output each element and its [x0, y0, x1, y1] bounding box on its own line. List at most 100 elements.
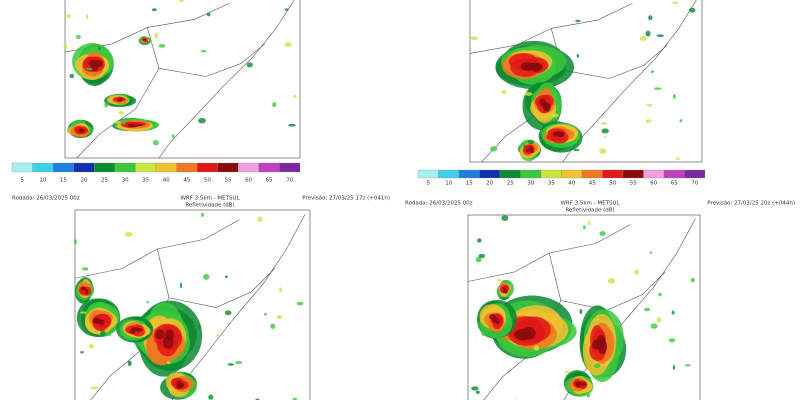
echo	[177, 382, 185, 388]
coastline	[158, 0, 295, 159]
echo	[527, 139, 535, 145]
echo	[208, 394, 214, 400]
colorbar-cell	[458, 169, 480, 179]
echo	[672, 365, 676, 370]
echo	[671, 310, 675, 315]
border-line	[76, 27, 160, 159]
model-label: WRF 3.5km - METSUL	[560, 201, 620, 207]
echo	[688, 7, 696, 13]
echo	[477, 238, 482, 243]
colorbar-label: 25	[101, 178, 108, 184]
echo	[586, 393, 591, 398]
echo	[179, 282, 183, 289]
colorbar-cell	[238, 162, 260, 173]
colorbar-cell	[258, 162, 280, 173]
radar-echoes	[63, 0, 297, 146]
echo	[98, 46, 101, 51]
colorbar-label: 40	[163, 178, 170, 184]
colorbar-label: 50	[204, 178, 211, 184]
colorbar-label: 30	[122, 178, 129, 184]
echo	[475, 256, 482, 263]
colorbar-cell	[663, 169, 685, 179]
colorbar-cell	[135, 162, 157, 173]
field-label: Refletividade (dB)	[565, 208, 614, 214]
echo	[86, 14, 89, 20]
echo	[75, 34, 81, 39]
echo	[293, 95, 297, 98]
echo	[525, 63, 542, 70]
colorbar-label: 60	[650, 181, 657, 187]
map-panel	[469, 0, 703, 163]
echo	[645, 119, 652, 123]
echo	[576, 383, 581, 388]
echo	[575, 19, 581, 23]
echo	[579, 381, 587, 386]
field-label: Refletividade (dB)	[185, 203, 234, 209]
echo	[200, 50, 207, 53]
colorbar-label: 45	[589, 181, 596, 187]
echo	[134, 327, 143, 332]
colorbar-cell	[32, 162, 54, 173]
echo	[122, 120, 126, 125]
colorbar-cell	[417, 169, 439, 179]
echo	[650, 323, 658, 329]
echo	[579, 309, 583, 315]
colorbar-cell	[643, 169, 665, 179]
colorbar-cell	[94, 162, 116, 173]
colorbar-cell	[602, 169, 624, 179]
echo	[556, 132, 564, 137]
echo	[270, 323, 276, 329]
echo	[525, 119, 529, 123]
echo	[158, 44, 166, 48]
echo	[114, 120, 121, 124]
radar-echoes	[470, 1, 696, 162]
echo	[649, 251, 653, 254]
colorbar-label: 35	[142, 178, 149, 184]
echo	[198, 117, 206, 124]
colorbar-label: 45	[183, 178, 190, 184]
colorbar-cell	[11, 162, 33, 173]
echo	[478, 253, 486, 259]
border-line	[562, 44, 668, 79]
echo	[129, 329, 136, 335]
echo	[646, 104, 653, 107]
colorbar-label: 65	[266, 178, 273, 184]
echo	[284, 42, 292, 47]
echo	[634, 269, 639, 275]
echo	[224, 310, 232, 316]
colorbar-cell	[73, 162, 95, 173]
echo	[603, 135, 607, 138]
echo	[257, 216, 263, 222]
echo	[530, 150, 535, 153]
echo	[284, 8, 289, 11]
map-panel	[467, 214, 701, 400]
echo	[63, 43, 68, 50]
echo	[672, 93, 676, 99]
echo	[225, 275, 228, 279]
echo	[154, 32, 159, 39]
echo	[166, 361, 171, 364]
colorbar-cell	[279, 162, 301, 173]
echo	[539, 98, 546, 107]
echo	[656, 34, 665, 37]
echo	[155, 329, 165, 340]
echo	[601, 122, 607, 125]
echo	[668, 338, 676, 343]
echo	[551, 113, 559, 118]
border-line	[158, 43, 265, 77]
echo	[639, 36, 647, 42]
colorbar-label: 15	[60, 178, 67, 184]
echo	[648, 15, 653, 21]
echo	[528, 146, 534, 151]
echo	[644, 307, 651, 312]
colorbar-cell	[155, 162, 177, 173]
echo	[162, 335, 174, 349]
echo	[596, 335, 606, 349]
echo	[653, 87, 662, 90]
model-label: WRF 3.5km - METSUL	[180, 196, 240, 202]
colorbar-cell	[479, 169, 501, 179]
colorbar-cell	[114, 162, 136, 173]
echo	[80, 351, 84, 354]
echo	[151, 8, 157, 12]
colorbar-label: 60	[245, 178, 252, 184]
